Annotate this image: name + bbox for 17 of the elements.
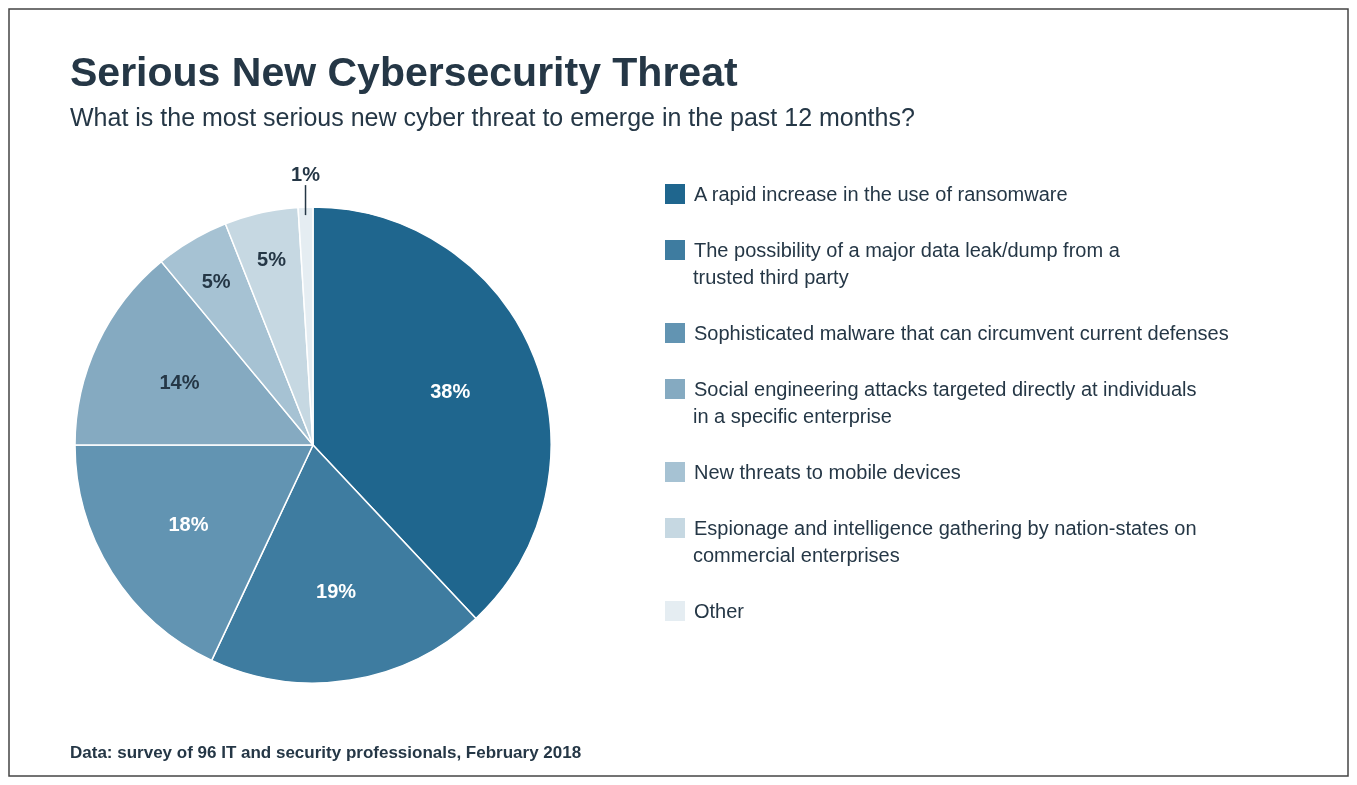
chart-subtitle: What is the most serious new cyber threat to emerge in the past 12 months?: [70, 103, 915, 131]
legend-label: New threats to mobile devices: [694, 461, 961, 483]
legend-label: Sophisticated malware that can circumvent current defenses: [694, 322, 1229, 344]
legend-label: Espionage and intelligence gathering by nation-states on commercial enterprises: [693, 517, 1197, 566]
data-label: 1%: [291, 163, 321, 186]
chart-title: Serious New Cybersecurity Threat: [70, 49, 738, 95]
data-label: 5%: [257, 248, 287, 271]
data-label: 38%: [430, 379, 471, 402]
text: Data: survey of 96 IT and security professionals, February 2018: [70, 743, 582, 762]
data-label: 18%: [168, 513, 209, 536]
data-label: 19%: [316, 579, 357, 602]
legend-label: Other: [694, 600, 745, 622]
data-label: 5%: [201, 270, 231, 293]
legend-label: A rapid increase in the use of ransomware: [694, 183, 1068, 205]
legend-label: The possibility of a major data leak/dump from a trusted third party: [693, 239, 1121, 288]
data-label: 14%: [159, 371, 200, 394]
legend-label: Social engineering attacks targeted directly at individuals in a specific enterprise: [693, 378, 1197, 427]
